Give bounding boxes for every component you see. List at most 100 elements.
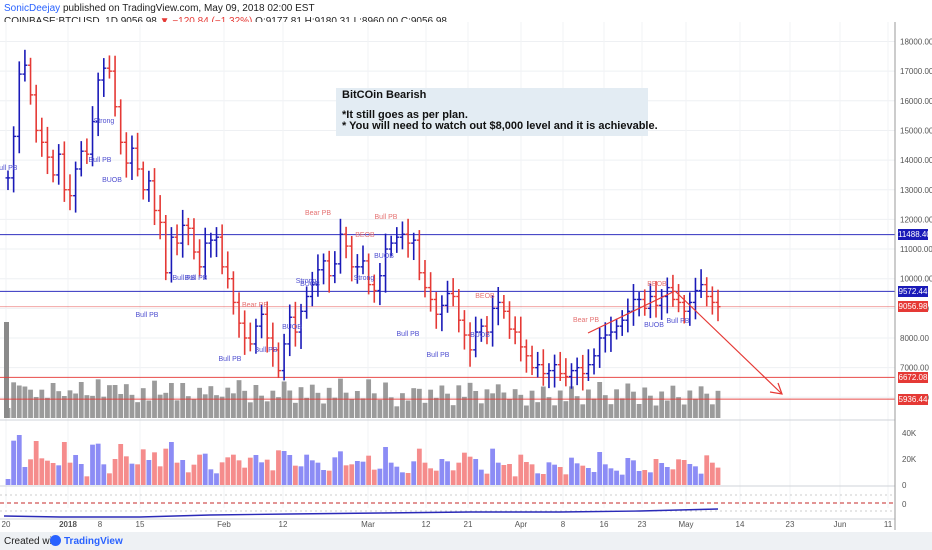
projection-arrow xyxy=(674,290,783,395)
time-tick-label: 15 xyxy=(136,520,145,529)
volume-bar xyxy=(90,395,95,418)
price-tick-label: 17000.00 xyxy=(900,67,932,76)
indicator-volume-bar xyxy=(242,467,248,485)
volume-bar xyxy=(11,382,17,418)
volume-bar xyxy=(292,402,298,418)
indicator-volume-bar xyxy=(321,470,326,485)
time-tick-label: Mar xyxy=(361,520,375,529)
pattern-label: Bear PB xyxy=(305,210,331,217)
volume-bar xyxy=(552,405,557,418)
indicator-volume-bar xyxy=(73,455,79,485)
indicator-volume-bar xyxy=(157,466,163,485)
volume-bar xyxy=(495,384,501,418)
volume-bar xyxy=(191,399,197,418)
tradingview-logo-icon xyxy=(50,535,61,546)
indicator-volume-bar xyxy=(473,459,479,485)
chart-header: SonicDeejay published on TradingView.com… xyxy=(4,2,447,28)
volume-bar xyxy=(112,385,118,418)
volume-bar xyxy=(123,384,129,418)
pattern-label: Bear PB xyxy=(242,302,268,309)
volume-bar xyxy=(529,390,535,418)
indicator-volume-bar xyxy=(253,455,259,485)
indicator-volume-bar xyxy=(95,443,101,485)
volume-bar xyxy=(715,390,721,418)
indicator-volume-bar xyxy=(354,461,360,485)
volume-bar xyxy=(569,386,574,418)
pattern-label: BUOB xyxy=(644,322,664,329)
indicator-volume-bar xyxy=(428,468,434,485)
pattern-label: BUOB xyxy=(470,332,490,339)
price-tick-label: 7000.00 xyxy=(900,364,929,373)
pattern-label: BEOB xyxy=(475,293,495,300)
indicator-volume-bar xyxy=(563,474,569,485)
price-tick-label: 18000.00 xyxy=(900,38,932,47)
indicator-volume-bar xyxy=(366,455,372,485)
indicator-volume-bar xyxy=(276,450,281,485)
price-level-label: 6672.08 xyxy=(898,371,928,383)
indicator-volume-bar xyxy=(349,464,355,485)
volume-bar xyxy=(309,384,315,418)
indicator-volume-bar xyxy=(90,444,95,485)
price-tick-label: 15000.00 xyxy=(900,126,932,135)
indicator-volume-bar xyxy=(107,473,112,485)
volume-bar xyxy=(78,382,84,418)
price-bars xyxy=(5,49,721,391)
indicator-volume-bar xyxy=(225,457,231,485)
price-tick-label: 13000.00 xyxy=(900,186,932,195)
indicator-volume-bar xyxy=(445,461,450,485)
price-change: −120.84 (−1.32%) xyxy=(172,16,253,27)
pattern-label: Bull PB xyxy=(255,347,278,354)
volume-bar xyxy=(400,393,405,418)
indicator-volume-bar xyxy=(670,469,676,485)
time-tick-label: 12 xyxy=(279,520,288,529)
pattern-label: Bull PB xyxy=(89,157,112,164)
indicator-volume-bar xyxy=(422,462,428,485)
trend-drawings xyxy=(587,290,783,395)
indicator-volume-bar xyxy=(569,457,574,485)
indicator-volume-bar xyxy=(405,473,411,485)
indicator-volume-bar xyxy=(292,465,298,485)
volume-bar xyxy=(478,403,484,418)
volume-bar xyxy=(405,400,411,418)
volume-bar xyxy=(614,389,619,418)
volume-bar xyxy=(39,389,45,418)
indicator-volume-bar xyxy=(411,461,417,485)
indicator-volume-bar xyxy=(535,473,541,485)
indicator-volume-bar xyxy=(709,462,715,485)
chart-note[interactable]: BitCOin Bearish *It still goes as per pl… xyxy=(336,88,658,136)
volume-bar xyxy=(118,394,124,418)
pattern-label: Bull PB xyxy=(136,312,159,319)
pattern-label: Bull PB xyxy=(0,165,18,172)
indicator-volume-bar xyxy=(112,459,118,485)
indicator-volume-bar xyxy=(118,444,124,485)
indicator-volume-bar xyxy=(11,440,17,485)
volume-bar xyxy=(169,383,174,418)
pattern-label: Bear PB xyxy=(573,317,599,324)
volume-bar xyxy=(242,390,248,418)
volume-bar xyxy=(276,397,281,418)
pattern-label: Bull PB xyxy=(185,275,208,282)
time-tick-label: 8 xyxy=(561,520,566,529)
indicator-volume-bar xyxy=(591,472,597,485)
indicator-volume-bar xyxy=(61,442,67,485)
volume-bar xyxy=(433,397,439,418)
volume-bar xyxy=(146,400,152,418)
tradingview-brand[interactable]: TradingView xyxy=(64,536,123,547)
volume-bar xyxy=(411,388,417,418)
publisher-name[interactable]: SonicDeejay xyxy=(4,3,61,14)
volume-bar xyxy=(456,385,462,418)
indicator-volume-bar xyxy=(129,463,135,485)
indicator-volume-bar xyxy=(174,462,180,485)
ohlc-values: O:9177.81 H:9180.31 L:8960.00 C:9056.98 xyxy=(255,16,447,27)
indicator-volume-bar xyxy=(180,460,186,485)
indicator-volume-bar xyxy=(338,451,343,485)
time-tick-label: 14 xyxy=(736,520,745,529)
volume-bar xyxy=(67,390,73,418)
created-with-text: Created with xyxy=(4,536,61,547)
indicator-volume-bar xyxy=(602,464,608,485)
indicator-volume-bar xyxy=(501,465,507,485)
indicator-volume-bar xyxy=(383,447,388,485)
volume-bar xyxy=(473,391,479,418)
pattern-label: BUOB xyxy=(374,253,394,260)
